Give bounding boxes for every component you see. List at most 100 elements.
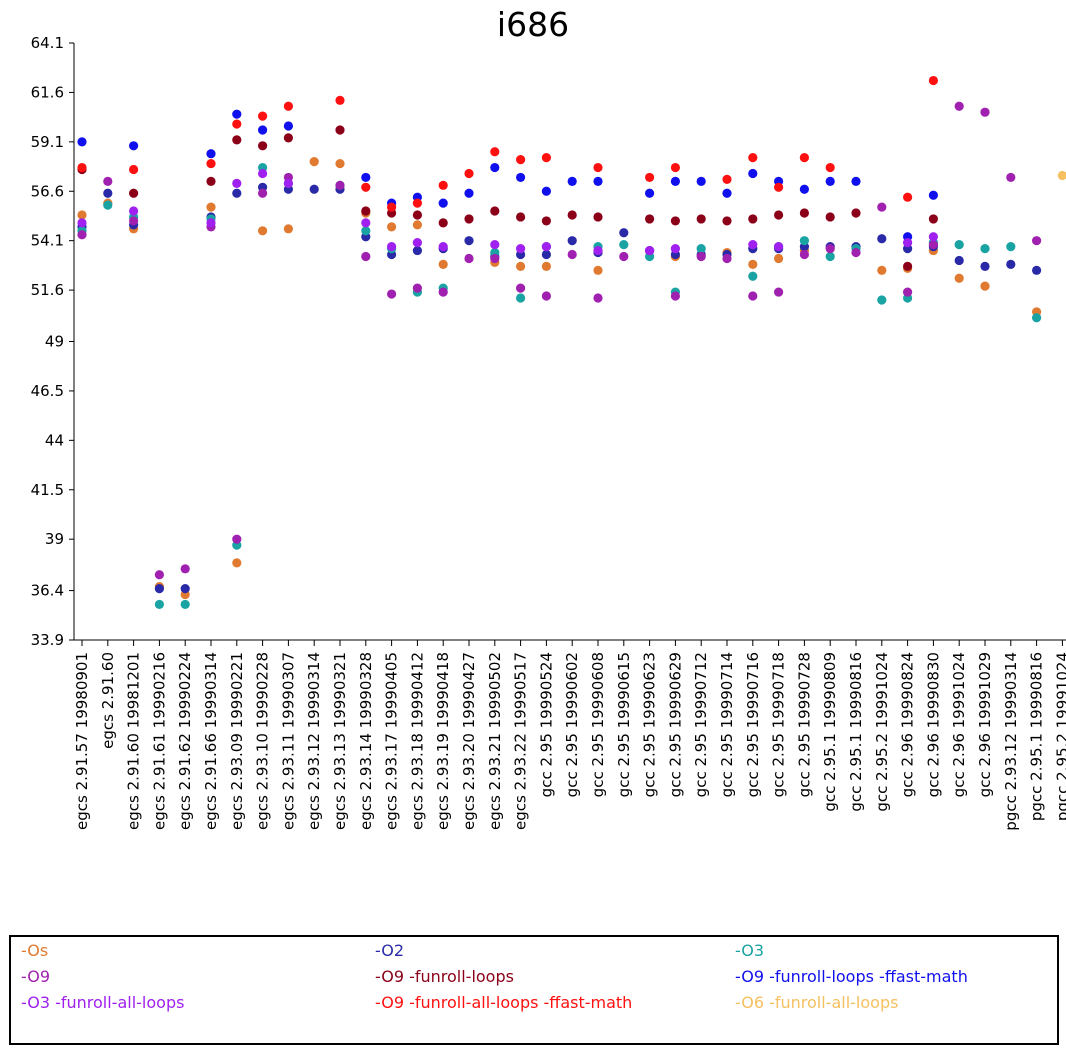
data-point bbox=[774, 287, 784, 297]
data-point bbox=[877, 234, 887, 244]
data-point bbox=[799, 208, 810, 218]
scatter-chart: i686 64.1 61.6 59.1 56.6 54.1 51.6 49 46.5 44 41.… bbox=[31, 5, 1066, 831]
data-point bbox=[722, 216, 732, 226]
data-point bbox=[438, 218, 448, 228]
legend: -Os -O2 -O3 -O9 -O9 -funroll-loops -O9 -funro… bbox=[9, 935, 1059, 1045]
data-point bbox=[180, 564, 190, 574]
data-point bbox=[722, 188, 732, 198]
y-tick-label: 39 bbox=[45, 530, 64, 548]
data-point bbox=[1032, 265, 1042, 275]
data-point bbox=[541, 249, 552, 260]
data-point bbox=[567, 249, 577, 260]
data-point bbox=[387, 222, 397, 232]
x-tick-label: gcc 2.96 19990830 bbox=[924, 652, 942, 797]
y-tick-label: 49 bbox=[45, 333, 64, 351]
data-point bbox=[1032, 236, 1042, 246]
x-tick-label: gcc 2.95 19990629 bbox=[666, 652, 684, 797]
y-tick-label: 59.1 bbox=[31, 133, 64, 151]
legend-item: -O9 -funroll-all-loops -ffast-math bbox=[375, 993, 633, 1012]
data-point bbox=[670, 291, 681, 301]
data-point bbox=[980, 107, 990, 117]
data-point bbox=[490, 147, 500, 157]
data-point bbox=[748, 259, 758, 270]
data-point bbox=[1032, 313, 1042, 323]
x-tick-label: egcs 2.93.20 19990427 bbox=[460, 652, 478, 830]
data-point bbox=[258, 188, 268, 198]
y-tick-label: 46.5 bbox=[31, 382, 64, 400]
data-point bbox=[154, 570, 164, 580]
data-point bbox=[1057, 170, 1066, 181]
x-tick-label: egcs 2.93.21 19990502 bbox=[486, 652, 504, 830]
y-tick-label: 41.5 bbox=[31, 481, 64, 499]
data-point bbox=[258, 141, 268, 151]
data-point bbox=[980, 261, 990, 271]
data-point bbox=[309, 184, 319, 194]
data-point bbox=[464, 188, 474, 198]
x-tick-label: egcs 2.91.62 19990224 bbox=[176, 652, 194, 830]
data-point bbox=[928, 75, 939, 86]
data-point bbox=[541, 153, 552, 163]
data-point bbox=[980, 281, 990, 291]
data-point bbox=[232, 119, 242, 129]
x-tick-label: gcc 2.96 19991029 bbox=[976, 652, 994, 797]
axes bbox=[73, 43, 1066, 641]
data-point bbox=[412, 210, 422, 220]
data-point bbox=[825, 251, 835, 262]
x-tick-label: egcs 2.93.17 19990405 bbox=[383, 652, 401, 830]
data-point bbox=[438, 242, 448, 252]
x-tick-label: gcc 2.95 19990714 bbox=[718, 652, 736, 797]
y-tick-label: 33.9 bbox=[31, 631, 64, 649]
data-point bbox=[1006, 259, 1016, 270]
data-point bbox=[258, 168, 268, 179]
data-point bbox=[593, 162, 603, 173]
data-point bbox=[928, 240, 939, 250]
data-point bbox=[232, 109, 242, 119]
data-point bbox=[516, 293, 526, 303]
x-tick-label: gcc 2.95 19990716 bbox=[744, 652, 762, 797]
data-point bbox=[1006, 172, 1016, 183]
data-point bbox=[516, 155, 526, 165]
data-point bbox=[722, 253, 732, 264]
data-point bbox=[438, 198, 448, 208]
data-point bbox=[103, 188, 113, 198]
x-tick-label: gcc 2.95 19990728 bbox=[795, 652, 813, 797]
data-point bbox=[464, 236, 474, 246]
x-tick-label: egcs 2.93.10 19990228 bbox=[254, 652, 272, 830]
legend-item: -O9 -funroll-loops -ffast-math bbox=[735, 967, 968, 986]
y-tick-label: 56.6 bbox=[31, 182, 64, 200]
chart-title: i686 bbox=[497, 5, 569, 44]
data-point bbox=[361, 226, 371, 236]
data-point bbox=[774, 182, 784, 192]
data-point bbox=[903, 238, 913, 248]
data-point bbox=[593, 293, 603, 303]
y-tick-label: 51.6 bbox=[31, 281, 64, 299]
data-point bbox=[516, 261, 526, 271]
data-point bbox=[748, 153, 758, 163]
data-point bbox=[232, 558, 242, 568]
data-point bbox=[77, 218, 87, 228]
x-tick-label: pgcc 2.95.2 19991024 bbox=[1053, 652, 1066, 821]
data-point bbox=[774, 210, 784, 220]
data-point bbox=[619, 251, 629, 262]
data-point bbox=[77, 210, 87, 220]
data-point bbox=[335, 95, 345, 105]
data-point bbox=[722, 174, 732, 185]
data-point bbox=[335, 158, 345, 169]
data-point bbox=[928, 232, 939, 242]
data-point bbox=[619, 240, 629, 250]
data-point bbox=[283, 133, 293, 143]
data-point bbox=[825, 243, 835, 254]
data-point bbox=[387, 289, 397, 299]
data-point bbox=[206, 149, 216, 159]
data-point bbox=[464, 168, 474, 179]
data-point bbox=[928, 190, 939, 200]
data-point bbox=[232, 178, 242, 188]
data-point bbox=[670, 162, 681, 173]
data-point bbox=[412, 283, 422, 293]
data-point bbox=[361, 251, 371, 262]
data-point bbox=[412, 245, 422, 256]
x-tick-label: gcc 2.95 19990712 bbox=[692, 652, 710, 797]
data-point bbox=[412, 198, 422, 208]
data-point bbox=[541, 186, 552, 196]
data-point bbox=[825, 176, 835, 186]
